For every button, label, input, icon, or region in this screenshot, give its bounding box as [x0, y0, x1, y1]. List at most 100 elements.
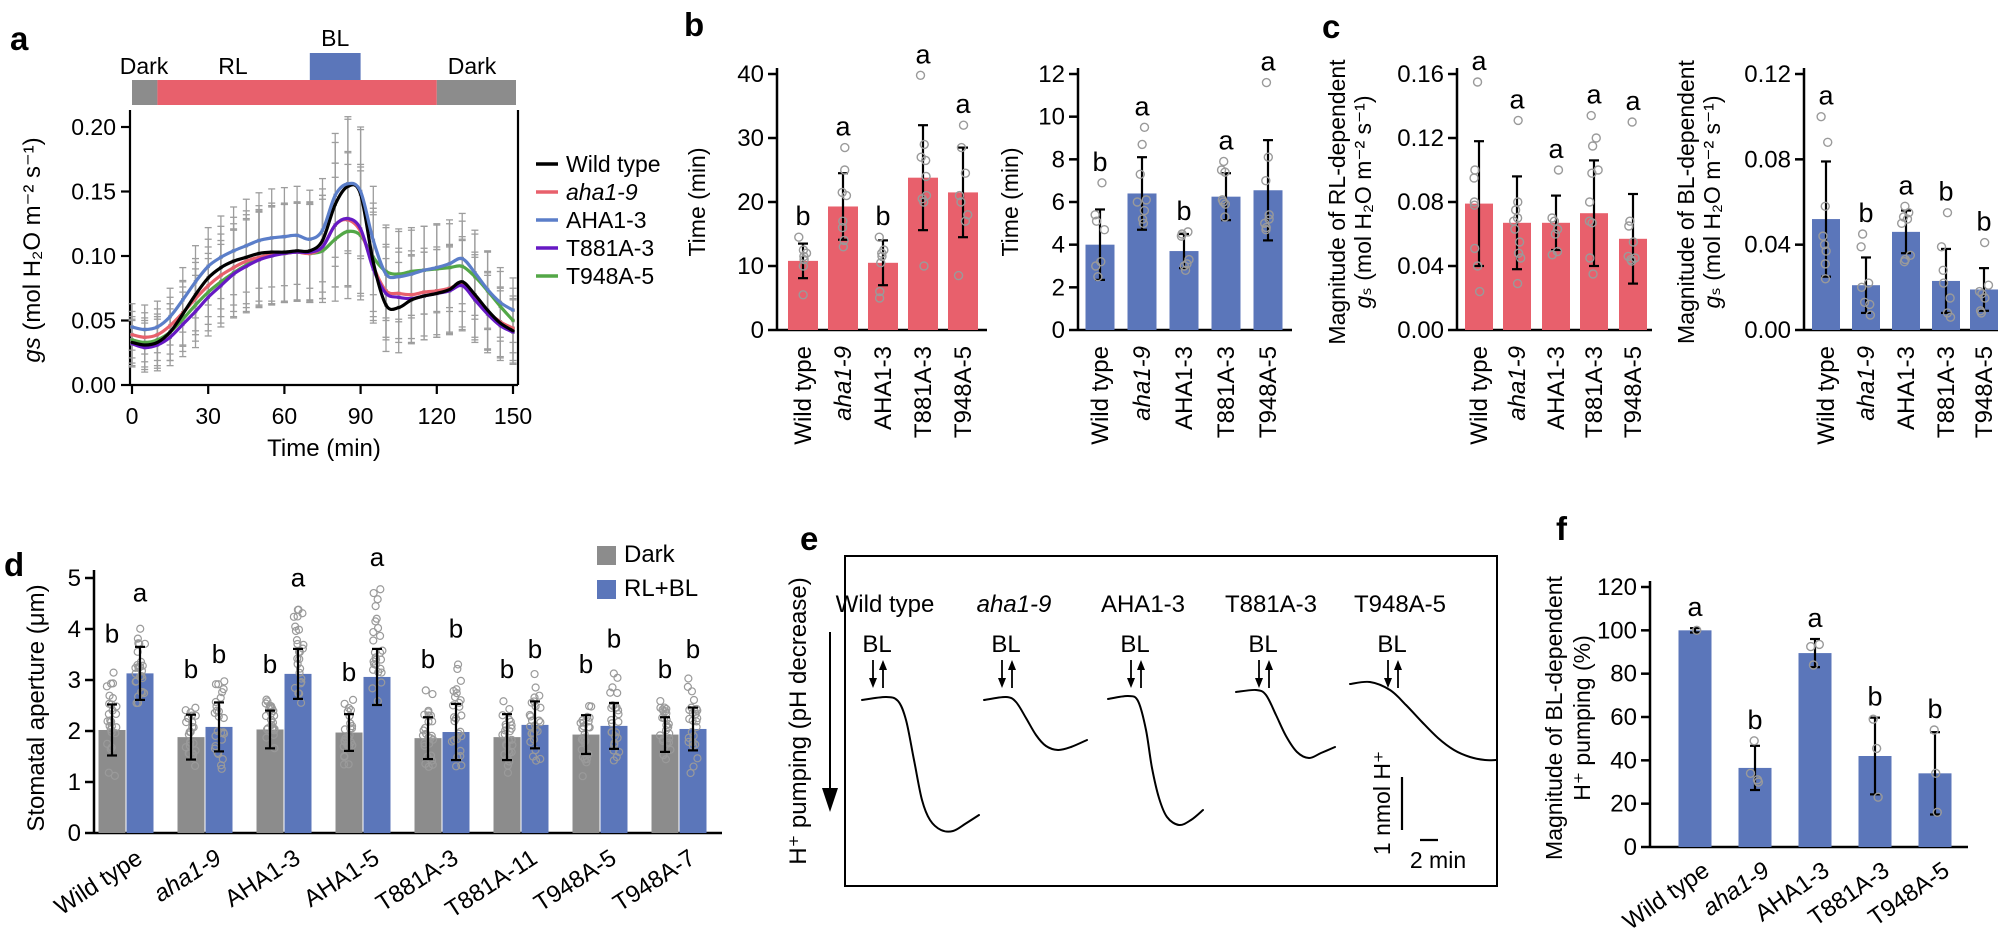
sig-letter: b: [263, 649, 277, 679]
y-tick-label: 20: [737, 189, 764, 216]
data-point: [794, 232, 804, 242]
data-point: [452, 689, 461, 698]
data-point: [531, 683, 540, 692]
data-point: [1183, 227, 1193, 237]
data-point: [1820, 259, 1830, 269]
data-point: [1139, 205, 1150, 216]
y-axis-label: Time (min): [684, 147, 710, 256]
data-point: [687, 727, 696, 737]
data-point: [1630, 253, 1640, 263]
category-label: aha1-9: [1129, 346, 1156, 421]
x-tick-label: 90: [348, 403, 374, 429]
y-tick-label: 4: [68, 616, 81, 643]
data-point: [1627, 117, 1637, 127]
data-point: [1141, 195, 1151, 205]
category-label: aha1-9: [1504, 346, 1531, 421]
data-point: [184, 749, 193, 758]
data-point: [960, 216, 971, 226]
data-point: [1513, 248, 1524, 258]
data-point: [963, 210, 973, 220]
sig-letter: a: [1260, 47, 1276, 77]
data-point: [1806, 641, 1816, 652]
data-point: [1974, 286, 1985, 297]
data-point: [580, 737, 589, 747]
data-point: [344, 703, 353, 713]
data-point: [1587, 141, 1598, 151]
data-point: [1936, 242, 1947, 252]
y-tick-label: 0.12: [1744, 61, 1791, 88]
y-axis-label: gs (mol H₂O m⁻² s⁻¹): [19, 137, 46, 362]
bar-wild-type: [1678, 630, 1712, 847]
bl-arrow-down-head: [1127, 678, 1135, 688]
data-point: [958, 120, 969, 130]
data-point: [295, 668, 304, 677]
data-point: [1184, 254, 1194, 265]
trace-genotype-label: aha1-9: [977, 591, 1052, 618]
data-point: [1816, 111, 1826, 122]
data-point: [503, 768, 513, 777]
y-tick-label: 8: [1052, 146, 1065, 173]
bl-label: BL: [1377, 631, 1406, 658]
y-tick-label: 2: [68, 718, 81, 745]
bl-arrow-down-head: [1255, 678, 1263, 688]
y-axis-label: Magnitude of RL-dependent: [1324, 59, 1350, 345]
legend-label: aha1-9: [566, 179, 638, 205]
sig-letter: b: [1938, 177, 1953, 207]
sig-letter: b: [212, 639, 226, 669]
data-point: [1585, 253, 1595, 263]
category-label: T948A-5: [1971, 346, 1998, 438]
legend-label: AHA1-3: [566, 207, 647, 233]
data-point: [452, 685, 461, 694]
data-point: [919, 139, 929, 150]
data-point: [1547, 213, 1557, 223]
data-point: [428, 735, 438, 744]
bl-label: BL: [991, 631, 1020, 658]
data-point: [1474, 286, 1485, 297]
y-tick-label: 0.00: [71, 372, 116, 398]
light-bar-segment: [157, 80, 437, 105]
y-tick-label: 0.04: [1744, 232, 1791, 259]
data-point: [340, 699, 349, 708]
panel-f-chart: 0 20 40 60 80 100 120 Magnitude of BL-dependent…: [1541, 574, 1968, 936]
legend-label: T881A-3: [566, 235, 654, 261]
bl-arrow-down-head: [998, 678, 1006, 688]
sig-letter: b: [500, 654, 514, 684]
data-point: [921, 171, 931, 182]
data-point: [874, 232, 884, 242]
data-point: [607, 727, 616, 737]
data-point: [1932, 807, 1943, 818]
data-point: [1819, 239, 1830, 250]
data-point: [606, 688, 615, 697]
panel-a-label: a: [10, 20, 29, 57]
data-point: [109, 668, 118, 677]
data-point: [1469, 197, 1480, 207]
data-point: [418, 731, 428, 740]
data-point: [1514, 237, 1525, 247]
data-point: [1097, 178, 1107, 188]
data-point: [954, 190, 965, 201]
data-point: [505, 705, 514, 714]
y-tick-label: 0.00: [1397, 317, 1444, 344]
data-point: [530, 669, 539, 679]
y-axis-label: Stomatal aperture (μm): [23, 584, 50, 831]
data-point: [526, 737, 535, 747]
data-point: [693, 754, 702, 763]
data-point: [1469, 200, 1480, 210]
trace-genotype-label: AHA1-3: [1101, 591, 1185, 618]
data-point: [1264, 214, 1274, 224]
data-point: [182, 718, 191, 727]
category-label: T881A-3: [910, 346, 937, 438]
y-tick-label: 30: [737, 125, 764, 152]
data-point: [798, 245, 809, 255]
sig-letter: a: [370, 542, 385, 572]
data-point: [877, 251, 887, 262]
panel-b1-chart: 0 10 20 30 40 Time (min) b Wild type a aha1-9 b AHA…: [684, 39, 987, 445]
data-point: [1625, 216, 1635, 226]
panel-b2-chart: 0 2 4 6 8 10 12 Time (min) b Wild type a aha1-9 b AHA…: [997, 47, 1292, 445]
data-point: [102, 682, 111, 691]
data-point: [1905, 250, 1916, 261]
data-point: [661, 755, 671, 764]
